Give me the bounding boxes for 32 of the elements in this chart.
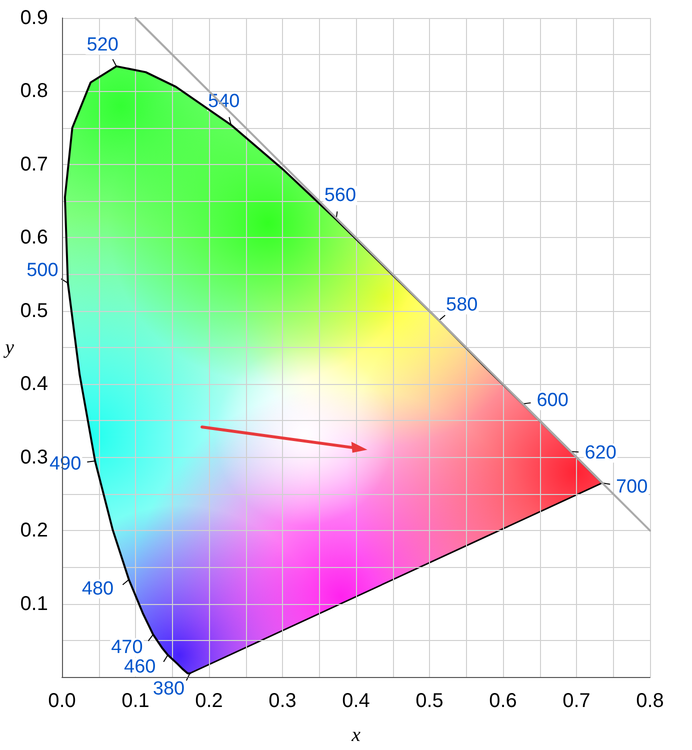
y-tick-label: 0.3: [20, 446, 48, 468]
x-tick-label: 0.5: [416, 690, 444, 712]
x-tick-label: 0.7: [562, 690, 590, 712]
y-tick-label: 0.4: [20, 373, 48, 396]
y-tick-label: 0.6: [20, 226, 48, 249]
annotation: 540: [208, 91, 240, 112]
x-tick-label: 0.3: [268, 690, 296, 712]
annotation: 520: [86, 34, 118, 56]
x-tick-label: 0.4: [342, 690, 370, 712]
y-tick-label: 0.5: [20, 300, 48, 322]
annotation: 460: [124, 656, 156, 678]
x-tick-label: 0.6: [489, 690, 517, 712]
x-tick-label: 0.0: [48, 690, 76, 712]
annotation: 700: [616, 476, 648, 498]
y-axis-title: y: [3, 336, 14, 358]
x-tick-label: 0.8: [636, 690, 664, 712]
y-tick-label: 0.1: [20, 592, 48, 615]
annotation: 600: [536, 390, 568, 412]
annotation: 470: [111, 637, 143, 658]
annotation: 480: [82, 578, 114, 600]
annotation: 500: [26, 260, 58, 281]
x-tick-label: 0.1: [122, 690, 150, 712]
annotation: 380: [152, 678, 185, 700]
y-tick-label: 0.7: [20, 153, 48, 176]
annotation: 580: [446, 294, 478, 316]
y-tick-label: 0.9: [20, 7, 48, 29]
annotation: 560: [324, 185, 356, 206]
x-axis-title: x: [350, 724, 361, 746]
y-tick-label: 0.2: [20, 520, 48, 542]
x-tick-label: 0.2: [195, 690, 223, 712]
y-tick-label: 0.8: [20, 80, 48, 102]
annotation: 620: [584, 442, 616, 464]
